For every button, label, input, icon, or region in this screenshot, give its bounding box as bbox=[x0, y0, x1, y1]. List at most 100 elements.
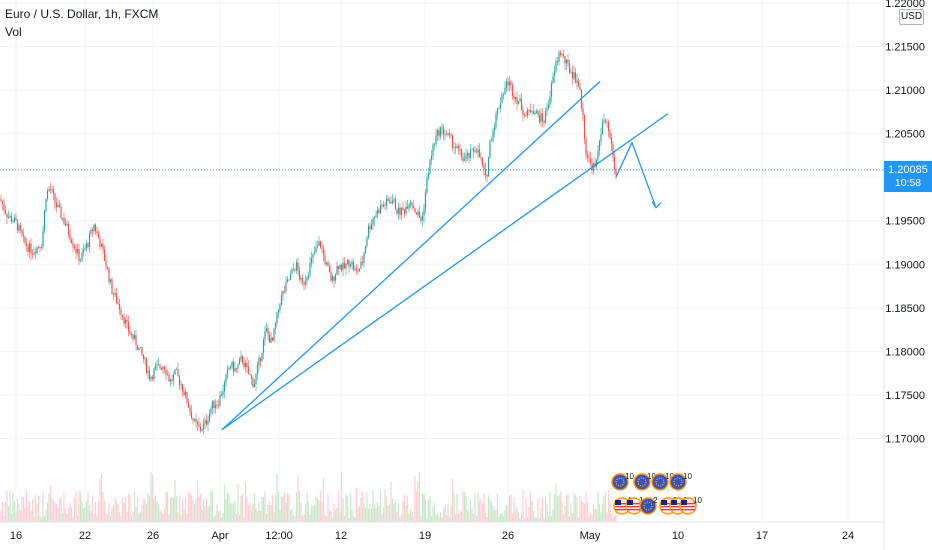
time-axis[interactable]: 16 22 26 Apr 12:00 12 19 26 May 10 17 24 bbox=[10, 530, 854, 542]
volume-bar bbox=[267, 504, 269, 522]
price-tick-label: 1.18500 bbox=[885, 303, 925, 315]
volume-bar bbox=[486, 516, 488, 522]
volume-bar bbox=[225, 499, 227, 522]
volume-bar bbox=[217, 511, 220, 522]
event-count-label: 2 bbox=[653, 496, 658, 505]
candle-body bbox=[249, 373, 251, 376]
candle-body bbox=[508, 81, 511, 86]
volume-bar bbox=[354, 517, 356, 522]
volume-bar bbox=[57, 507, 59, 522]
candle-body bbox=[25, 243, 28, 247]
volume-bar bbox=[451, 479, 454, 522]
volume-bar bbox=[397, 502, 400, 522]
candle-body bbox=[150, 377, 152, 380]
candle-body bbox=[205, 420, 208, 425]
economic-event-icon[interactable]: 2 bbox=[639, 496, 658, 515]
candle-body bbox=[369, 225, 371, 230]
volume-bar bbox=[154, 495, 157, 522]
volume-bar bbox=[535, 517, 538, 522]
volume-bar bbox=[528, 506, 530, 522]
candle-body bbox=[279, 304, 281, 310]
candle-body bbox=[141, 347, 143, 355]
trendlines[interactable] bbox=[221, 80, 669, 431]
economic-event-icon[interactable]: 10 bbox=[633, 472, 656, 491]
candle-body bbox=[387, 198, 389, 201]
trendline[interactable] bbox=[615, 142, 633, 178]
volume-bar bbox=[108, 503, 110, 522]
time-tick-label: 17 bbox=[756, 530, 768, 542]
volume-bar bbox=[94, 502, 97, 522]
candles bbox=[0, 49, 617, 435]
volume-bar bbox=[507, 506, 509, 522]
candle-body bbox=[79, 260, 82, 262]
volume-bar bbox=[24, 507, 26, 522]
volume-bar bbox=[171, 496, 173, 522]
volume-bar bbox=[45, 509, 47, 522]
candle-body bbox=[568, 63, 571, 73]
candle-body bbox=[207, 421, 209, 425]
candle-body bbox=[265, 328, 268, 332]
candle-body bbox=[505, 81, 508, 88]
event-markers[interactable]: 101010104122110 bbox=[611, 472, 702, 515]
candle-body bbox=[327, 262, 329, 267]
volume-bar bbox=[234, 500, 236, 522]
candle-body bbox=[144, 358, 146, 360]
candle-body bbox=[273, 328, 275, 341]
candle-body bbox=[469, 149, 472, 159]
candle-body bbox=[42, 231, 44, 248]
candle-body bbox=[318, 241, 320, 246]
candle-body bbox=[462, 157, 464, 162]
candle-body bbox=[576, 80, 578, 83]
volume-bar bbox=[135, 506, 137, 522]
candle-body bbox=[294, 269, 296, 271]
candle-body bbox=[565, 59, 568, 64]
volume-bar bbox=[169, 498, 172, 522]
candle-body bbox=[219, 394, 221, 406]
candle-body bbox=[502, 94, 505, 95]
volume-bar bbox=[142, 498, 145, 522]
volume-bar bbox=[282, 496, 284, 522]
candle-body bbox=[354, 268, 356, 270]
candle-body bbox=[238, 359, 241, 365]
volume-bar bbox=[232, 503, 235, 522]
volume-bar bbox=[373, 504, 376, 522]
economic-event-icon[interactable]: 10 bbox=[669, 472, 692, 491]
event-count-label: 10 bbox=[625, 472, 634, 481]
volume-label[interactable]: Vol bbox=[5, 25, 22, 39]
symbol-title[interactable]: Euro / U.S. Dollar, 1h, FXCM bbox=[5, 7, 159, 21]
candle-body bbox=[186, 392, 188, 403]
candle-body bbox=[235, 368, 238, 369]
volume-bar bbox=[369, 503, 371, 522]
candle-body bbox=[105, 260, 107, 267]
volume-bar bbox=[394, 499, 397, 522]
volume-bar bbox=[298, 490, 301, 522]
volume-bar bbox=[54, 502, 56, 522]
candle-body bbox=[270, 337, 272, 343]
candle-body bbox=[463, 159, 466, 162]
candle-body bbox=[67, 223, 70, 235]
candle-body bbox=[495, 113, 497, 128]
volume-bar bbox=[561, 501, 563, 522]
candle-body bbox=[223, 382, 226, 392]
currency-label[interactable]: USD bbox=[899, 9, 924, 25]
price-axis[interactable]: 1.220001.215001.210001.205001.200001.195… bbox=[885, 0, 925, 445]
trendline[interactable] bbox=[631, 142, 657, 208]
trendline[interactable] bbox=[221, 113, 669, 431]
trendline[interactable] bbox=[221, 80, 601, 431]
candle-body bbox=[271, 337, 274, 341]
economic-event-icon[interactable]: 10 bbox=[679, 496, 702, 515]
volume-bar bbox=[19, 510, 22, 522]
candle-body bbox=[493, 127, 496, 131]
economic-event-icon[interactable]: 10 bbox=[651, 472, 674, 491]
volume-bar bbox=[102, 492, 104, 522]
economic-event-icon[interactable]: 10 bbox=[611, 472, 634, 491]
candle-body bbox=[276, 312, 278, 324]
volume-bar bbox=[492, 505, 494, 522]
candle-body bbox=[103, 249, 106, 261]
volume-bar bbox=[307, 501, 310, 522]
volume-bar bbox=[30, 510, 32, 522]
candle-body bbox=[315, 247, 317, 253]
candle-body bbox=[336, 266, 338, 275]
